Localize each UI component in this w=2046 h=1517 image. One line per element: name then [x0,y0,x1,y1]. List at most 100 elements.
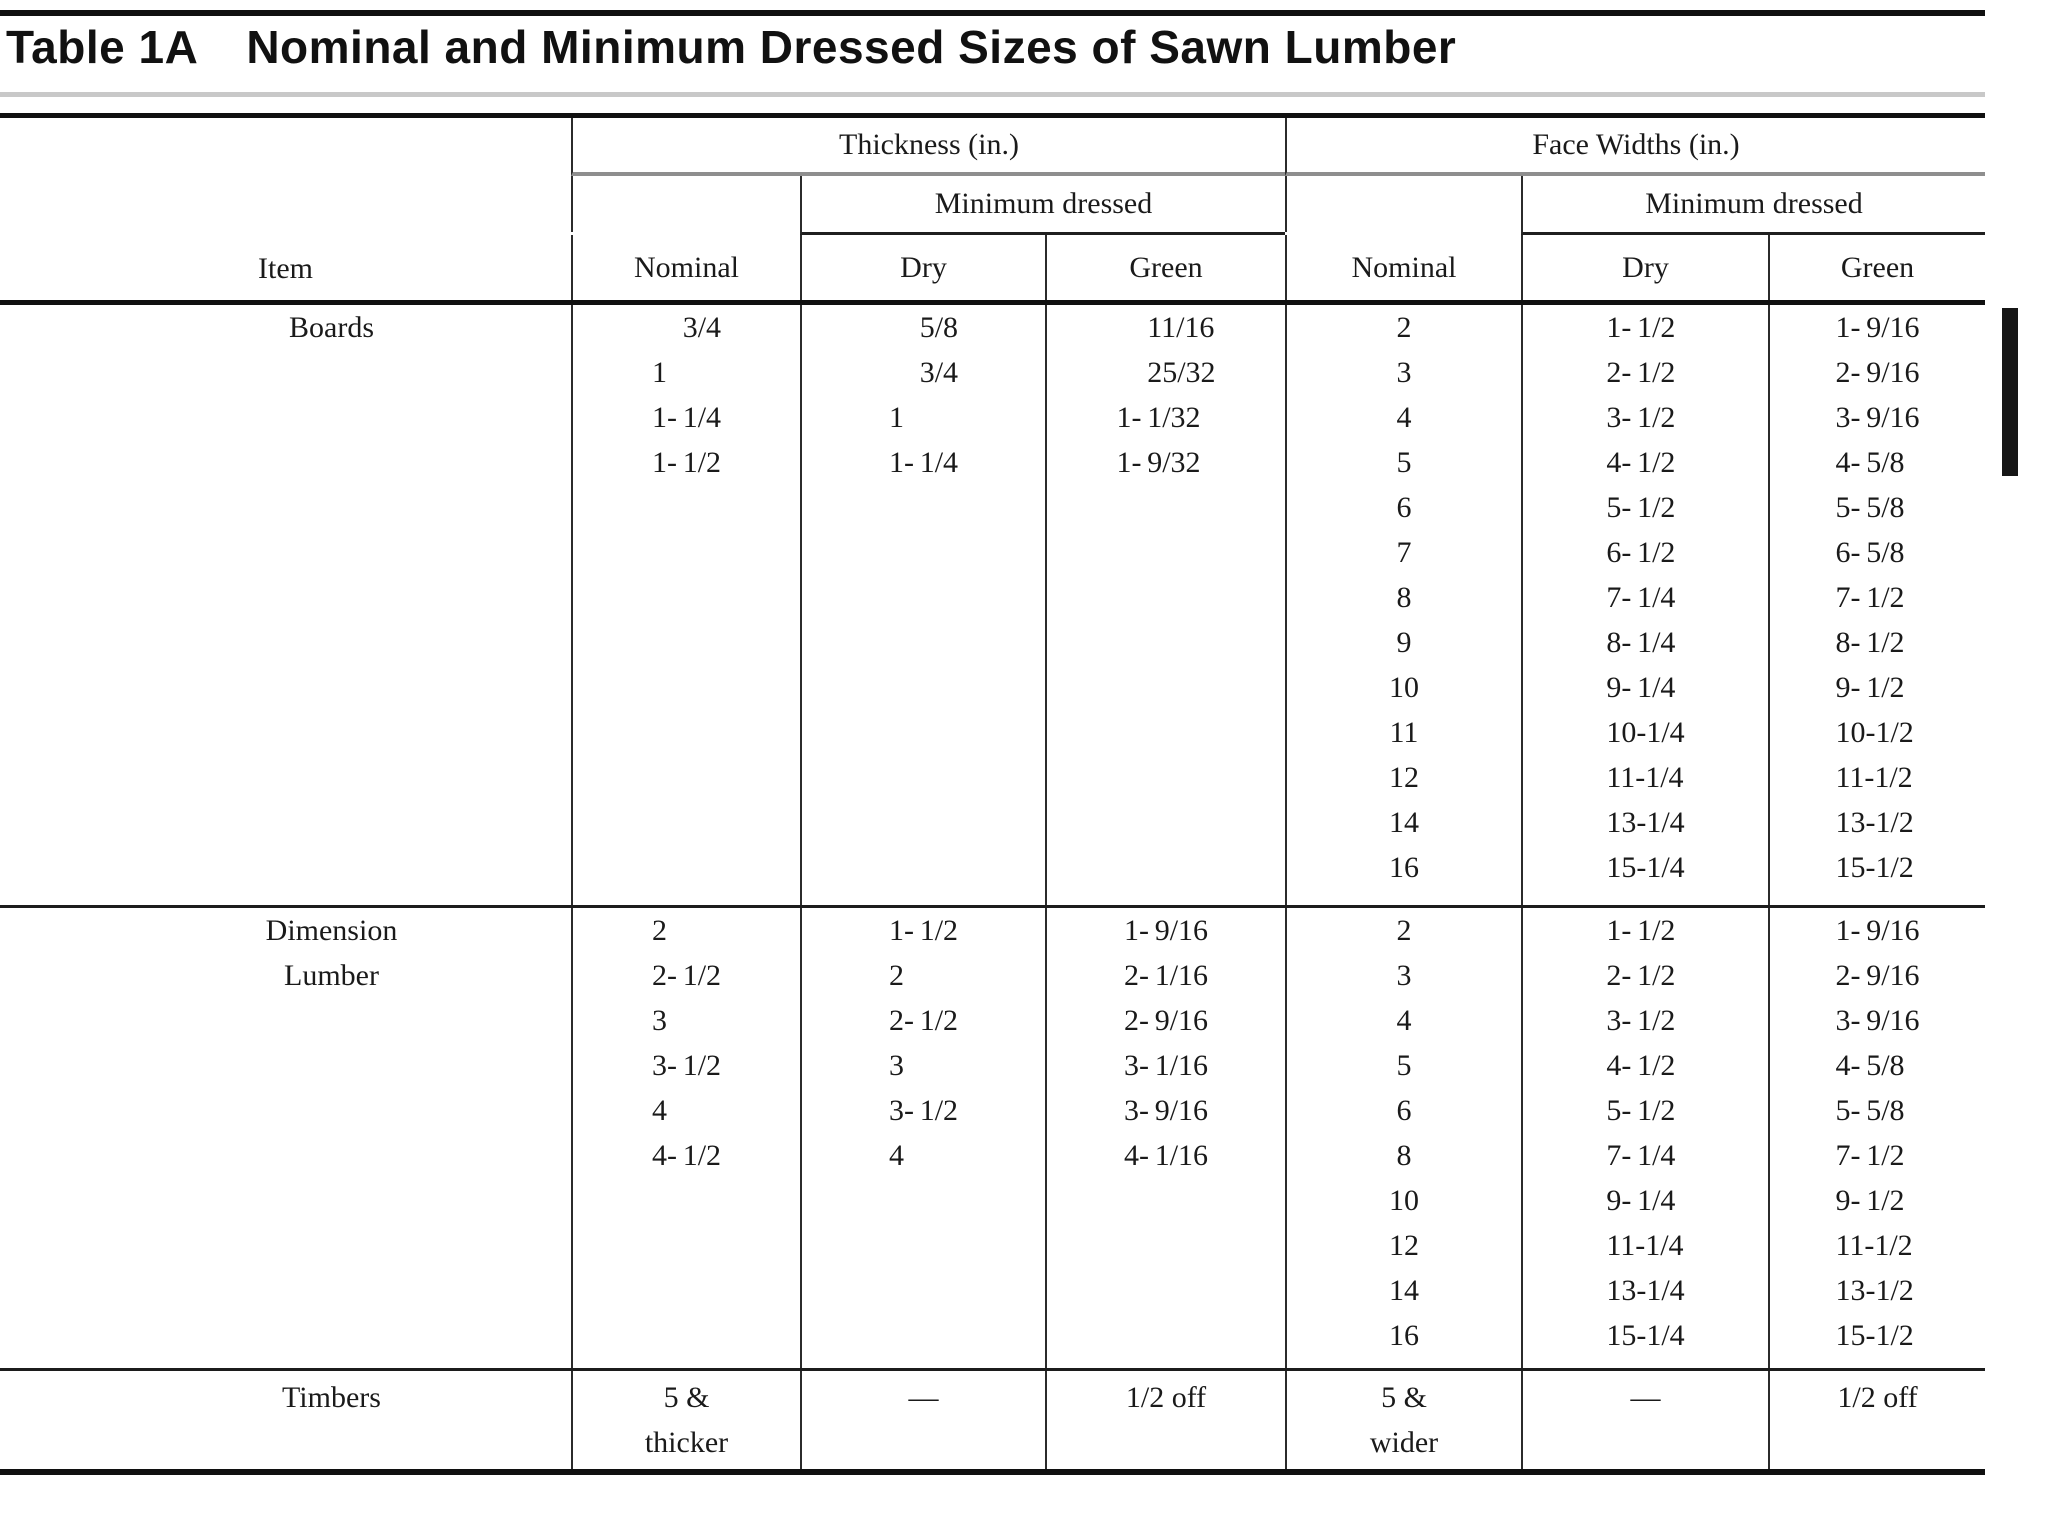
header-thickness-label: Thickness (in.) [839,128,1019,161]
whole-part: 7- [1606,581,1632,614]
whole-part: 7- [1835,1139,1861,1172]
item-line: Dimension [265,914,398,947]
value-line: 5- 1/2 [1606,485,1684,530]
value-line: 11 [1389,716,1419,749]
header-face-nominal: Nominal [1285,235,1521,300]
whole-part: 2- [1606,356,1632,389]
value-line: 3- 1/2 [1606,998,1684,1043]
value-line: 2- 1/16 [1124,953,1208,998]
value-line: 5- 5/8 [1835,485,1919,530]
value-line: 11-1/2 [1835,755,1919,800]
section-row-dimension: Dimension Lumber 2 2- 1/2 3 3- 1/2 4 4- 1/2 1- 1/2 2 2… [0,908,1985,1368]
whole-part: 15- [1606,1319,1647,1352]
whole-part: 7- [1606,1139,1632,1172]
value-line: 3- 1/2 [652,1043,721,1088]
face-green-cell: 1- 9/16 2- 9/16 3- 9/16 4- 5/8 5- 5/8 6- 5/8 7- 1/2 8-… [1768,305,1985,905]
header-thickness-dry: Dry [800,235,1045,300]
whole-part: 3- [1606,401,1632,434]
whole-part: 3- [888,1094,914,1127]
value-line: 14 [1389,1274,1419,1307]
value-line: 7- 1/2 [1835,1133,1919,1178]
thickness-dry-label: Dry [900,250,947,284]
value-line: 6 [1396,491,1412,524]
whole-part: 2- [1835,959,1861,992]
whole-part: 9- [1606,1184,1632,1217]
value-line: 2- 1/2 [889,998,958,1043]
header-thickness-green: Green [1045,235,1285,300]
value-line: 11/16 [1147,311,1215,344]
value-line: 2 [652,908,721,953]
whole-part: 1- [1116,446,1142,479]
value-line: 5 & [1381,1381,1427,1414]
value-line: 5 [1396,446,1412,479]
whole-part: 8- [1835,626,1861,659]
value-line: 2- 9/16 [1124,998,1208,1043]
whole-part: 4- [1606,446,1632,479]
value-line: 4- 1/2 [1606,440,1684,485]
whole-part: 1- [1835,914,1861,947]
value-line: 1- 1/2 [652,440,721,485]
whole-part: 2- [1606,959,1632,992]
value-line: 1/2 off [1837,1381,1918,1414]
whole-part: 4- [1606,1049,1632,1082]
table-title-text: Nominal and Minimum Dressed Sizes of Saw… [246,21,1457,73]
value-line: 3 [889,1043,958,1088]
value-line: 4 [889,1133,958,1178]
value-line: 15-1/4 [1606,845,1684,890]
value-line: 3/4 [682,311,722,344]
whole-part: 1- [651,446,677,479]
whole-part: 2 [651,914,667,947]
face-green-label: Green [1840,250,1915,284]
thickness-nominal-label: Nominal [634,250,739,284]
value-line: 5 & [663,1381,710,1414]
value-line: 7- 1/4 [1606,1133,1684,1178]
face-dry-cell: 1- 1/2 2- 1/2 3- 1/2 4- 1/2 5- 1/2 7- 1/4 9- 1/4 11-1/… [1521,908,1768,1368]
whole-part: 2 [888,959,904,992]
whole-part: 15- [1835,1319,1876,1352]
value-line: 4- 1/2 [652,1133,721,1178]
value-line: 3- 1/2 [1606,395,1684,440]
value-line: 16 [1389,851,1419,884]
item-line: Timbers [282,1381,381,1414]
whole-part: 3- [1123,1049,1149,1082]
value-line: 1/2 off [1125,1381,1207,1414]
header-group-face-widths: Face Widths (in.) [1285,118,1985,176]
face-dry-label: Dry [1622,250,1669,284]
value-line: 7 [1396,536,1412,569]
whole-part: 1- [1606,914,1632,947]
thickness-nominal-cell: 2 2- 1/2 3 3- 1/2 4 4- 1/2 [571,908,800,1368]
header-face-dry: Dry [1521,235,1768,300]
section-row-boards: Boards 3/4 1 1- 1/4 1- 1/2 5/8 3/4 1 1- 1/4 11/16 25/… [0,305,1985,905]
value-column: 1- 9/16 2- 1/16 2- 9/16 3- 1/16 3- 9/16 4- 1/16 [1124,908,1208,1178]
whole-part: 9- [1606,671,1632,704]
value-line: 10 [1389,671,1419,704]
whole-part: 15- [1835,851,1876,884]
value-line: — [908,1381,939,1414]
whole-part: 1 [651,356,667,389]
whole-part: 2- [888,1004,914,1037]
table-title-number: Table 1A [6,21,199,73]
item-line: Boards [289,311,374,344]
value-line: 8- 1/2 [1835,620,1919,665]
header-item-label: Item [258,252,313,285]
whole-part: 11- [1835,761,1875,794]
value-line: 15-1/2 [1835,845,1919,890]
header-face-green: Green [1768,235,1985,300]
value-column: 1- 9/16 2- 9/16 3- 9/16 4- 5/8 5- 5/8 7- 1/2 9- 1/2 11… [1835,908,1919,1358]
value-line: 1- 9/16 [1124,908,1208,953]
whole-part: 2- [651,959,677,992]
value-line: 1- 9/16 [1835,305,1919,350]
value-line: 9- 1/2 [1835,1178,1919,1223]
thickness-green-cell: 11/16 25/32 1- 1/32 1- 9/32 [1045,305,1285,905]
whole-part: 3- [651,1049,677,1082]
value-line: 2- 1/2 [1606,953,1684,998]
value-line: 13-1/2 [1835,800,1919,845]
value-line: 4- 5/8 [1835,1043,1919,1088]
whole-part: 2- [1835,356,1861,389]
value-line: 1- 1/2 [889,908,958,953]
whole-part: 5- [1606,1094,1632,1127]
whole-part: 11- [1835,1229,1875,1262]
whole-part: 11- [1606,761,1646,794]
value-line: 9 [1396,626,1412,659]
